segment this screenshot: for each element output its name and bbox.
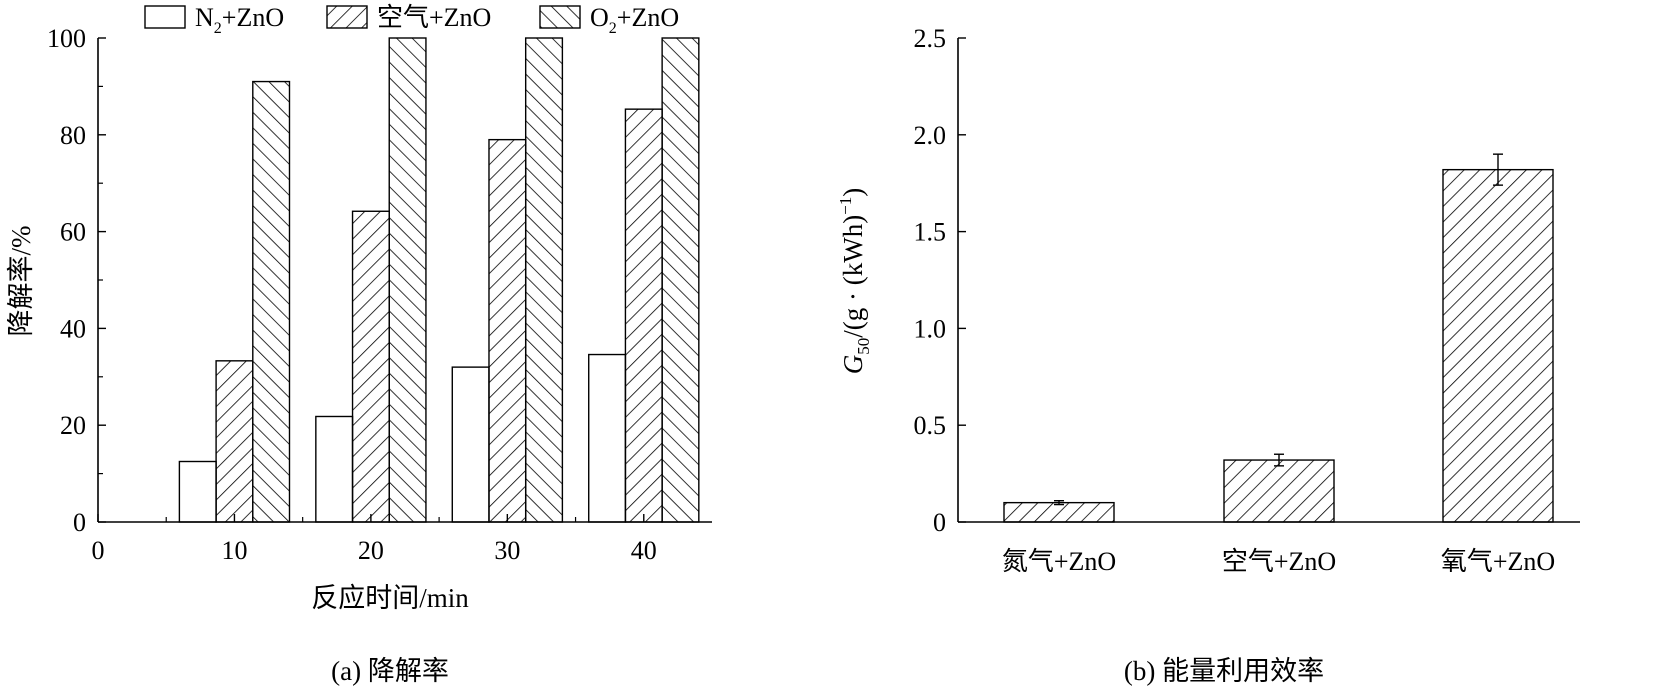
legend-label-2: O2+ZnO — [590, 3, 679, 37]
legend-label-0: N2+ZnO — [195, 3, 284, 37]
panel-a-legend: N2+ZnO 空气+ZnO O2+ZnO — [144, 3, 679, 37]
y-label-subscript: 50 — [854, 338, 873, 355]
y-tick-label-b-3: 1.5 — [914, 218, 947, 247]
x-tick-label-a-20: 20 — [358, 536, 384, 565]
y-tick-label-b-0: 0 — [933, 508, 946, 537]
y-tick-label-a-0: 0 — [73, 508, 86, 537]
legend-swatch-0 — [144, 5, 186, 29]
legend-label-sub-2: 2 — [609, 20, 617, 37]
bar-a-series0-x10 — [178, 460, 217, 523]
legend-swatch-2 — [539, 5, 581, 29]
y-tick-label-a-60: 60 — [60, 218, 86, 247]
x-tick-label-a-40: 40 — [631, 536, 657, 565]
legend-label-sub-0: 2 — [214, 20, 222, 37]
legend-label-main-2: O — [590, 3, 609, 32]
y-tick-label-a-100: 100 — [47, 24, 86, 53]
panel-a-bars — [178, 37, 700, 523]
y-tick-label-b-2: 1.0 — [914, 314, 947, 343]
bar-a-series2-x40 — [661, 37, 700, 523]
panel-a-axes: 0 20 40 60 80 100 0 10 20 30 40 — [47, 24, 712, 565]
y-tick-label-b-5: 2.5 — [914, 24, 947, 53]
x-category-label-b-2: 氧气+ZnO — [1441, 547, 1555, 576]
bar-b-0 — [1003, 501, 1115, 523]
bar-a-series2-x10 — [252, 80, 291, 523]
bar-a-series2-x30 — [524, 37, 564, 523]
bar-a-series2-x20 — [388, 37, 427, 523]
y-label-unit: /(g · (kWh) — [838, 215, 868, 338]
bar-b-1 — [1223, 459, 1335, 523]
x-category-label-b-0: 氮气+ZnO — [1002, 547, 1116, 576]
panel-a-caption: (a) 降解率 — [331, 656, 449, 686]
panel-b-y-axis-label: G50/(g · (kWh)−1) — [836, 188, 873, 375]
y-label-close: ) — [838, 188, 868, 197]
legend-swatch-1 — [326, 5, 368, 29]
bar-a-series0-x20 — [315, 415, 354, 523]
x-tick-label-a-10: 10 — [221, 536, 247, 565]
bar-b-2 — [1442, 168, 1554, 523]
bar-a-series0-x40 — [588, 353, 627, 523]
panel-b-bars — [1003, 153, 1554, 523]
x-tick-label-a-30: 30 — [494, 536, 520, 565]
panel-b-axes: 氮气+ZnO 空气+ZnO 氧气+ZnO 0 0.5 1.0 1.5 2.0 2.5 — [914, 24, 1580, 576]
bar-a-series1-x10 — [215, 360, 254, 523]
legend-label-rest-2: +ZnO — [617, 3, 679, 32]
bar-a-series0-x30 — [451, 366, 490, 523]
x-category-label-b-1: 空气+ZnO — [1222, 547, 1336, 576]
legend-label-1: 空气+ZnO — [377, 3, 491, 32]
legend-label-rest-0: +ZnO — [222, 3, 284, 32]
y-tick-label-b-4: 2.0 — [914, 121, 947, 150]
bar-a-series1-x30 — [488, 138, 527, 523]
y-tick-label-a-80: 80 — [60, 121, 86, 150]
y-tick-label-b-1: 0.5 — [914, 411, 947, 440]
y-tick-label-a-20: 20 — [60, 411, 86, 440]
panel-a-x-axis-label: 反应时间/min — [311, 583, 469, 613]
bar-a-series1-x20 — [351, 210, 390, 523]
y-tick-label-a-40: 40 — [60, 314, 86, 343]
legend-label-main-1: 空气+ZnO — [377, 3, 491, 32]
panel-a-y-axis-label: 降解率/% — [6, 226, 36, 337]
bar-a-series1-x40 — [624, 108, 663, 523]
panel-b-energy-efficiency: 氮气+ZnO 空气+ZnO 氧气+ZnO 0 0.5 1.0 1.5 2.0 2.5 G50/(… — [836, 24, 1580, 686]
x-tick-label-a-0: 0 — [92, 536, 105, 565]
y-label-superscript: −1 — [836, 197, 855, 215]
y-label-symbol: G — [838, 355, 868, 375]
panel-b-caption: (b) 能量利用效率 — [1124, 656, 1324, 686]
legend-label-main-0: N — [195, 3, 214, 32]
